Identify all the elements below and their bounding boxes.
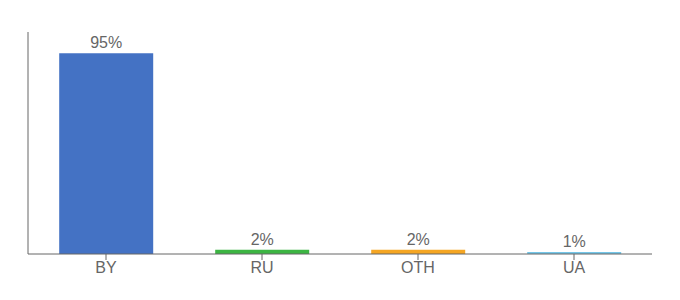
- svg-text:1%: 1%: [563, 233, 586, 250]
- svg-text:OTH: OTH: [401, 259, 435, 276]
- svg-text:2%: 2%: [251, 231, 274, 248]
- svg-text:95%: 95%: [90, 34, 122, 51]
- svg-text:BY: BY: [95, 259, 117, 276]
- svg-text:2%: 2%: [407, 231, 430, 248]
- svg-text:RU: RU: [250, 259, 273, 276]
- svg-text:UA: UA: [563, 259, 586, 276]
